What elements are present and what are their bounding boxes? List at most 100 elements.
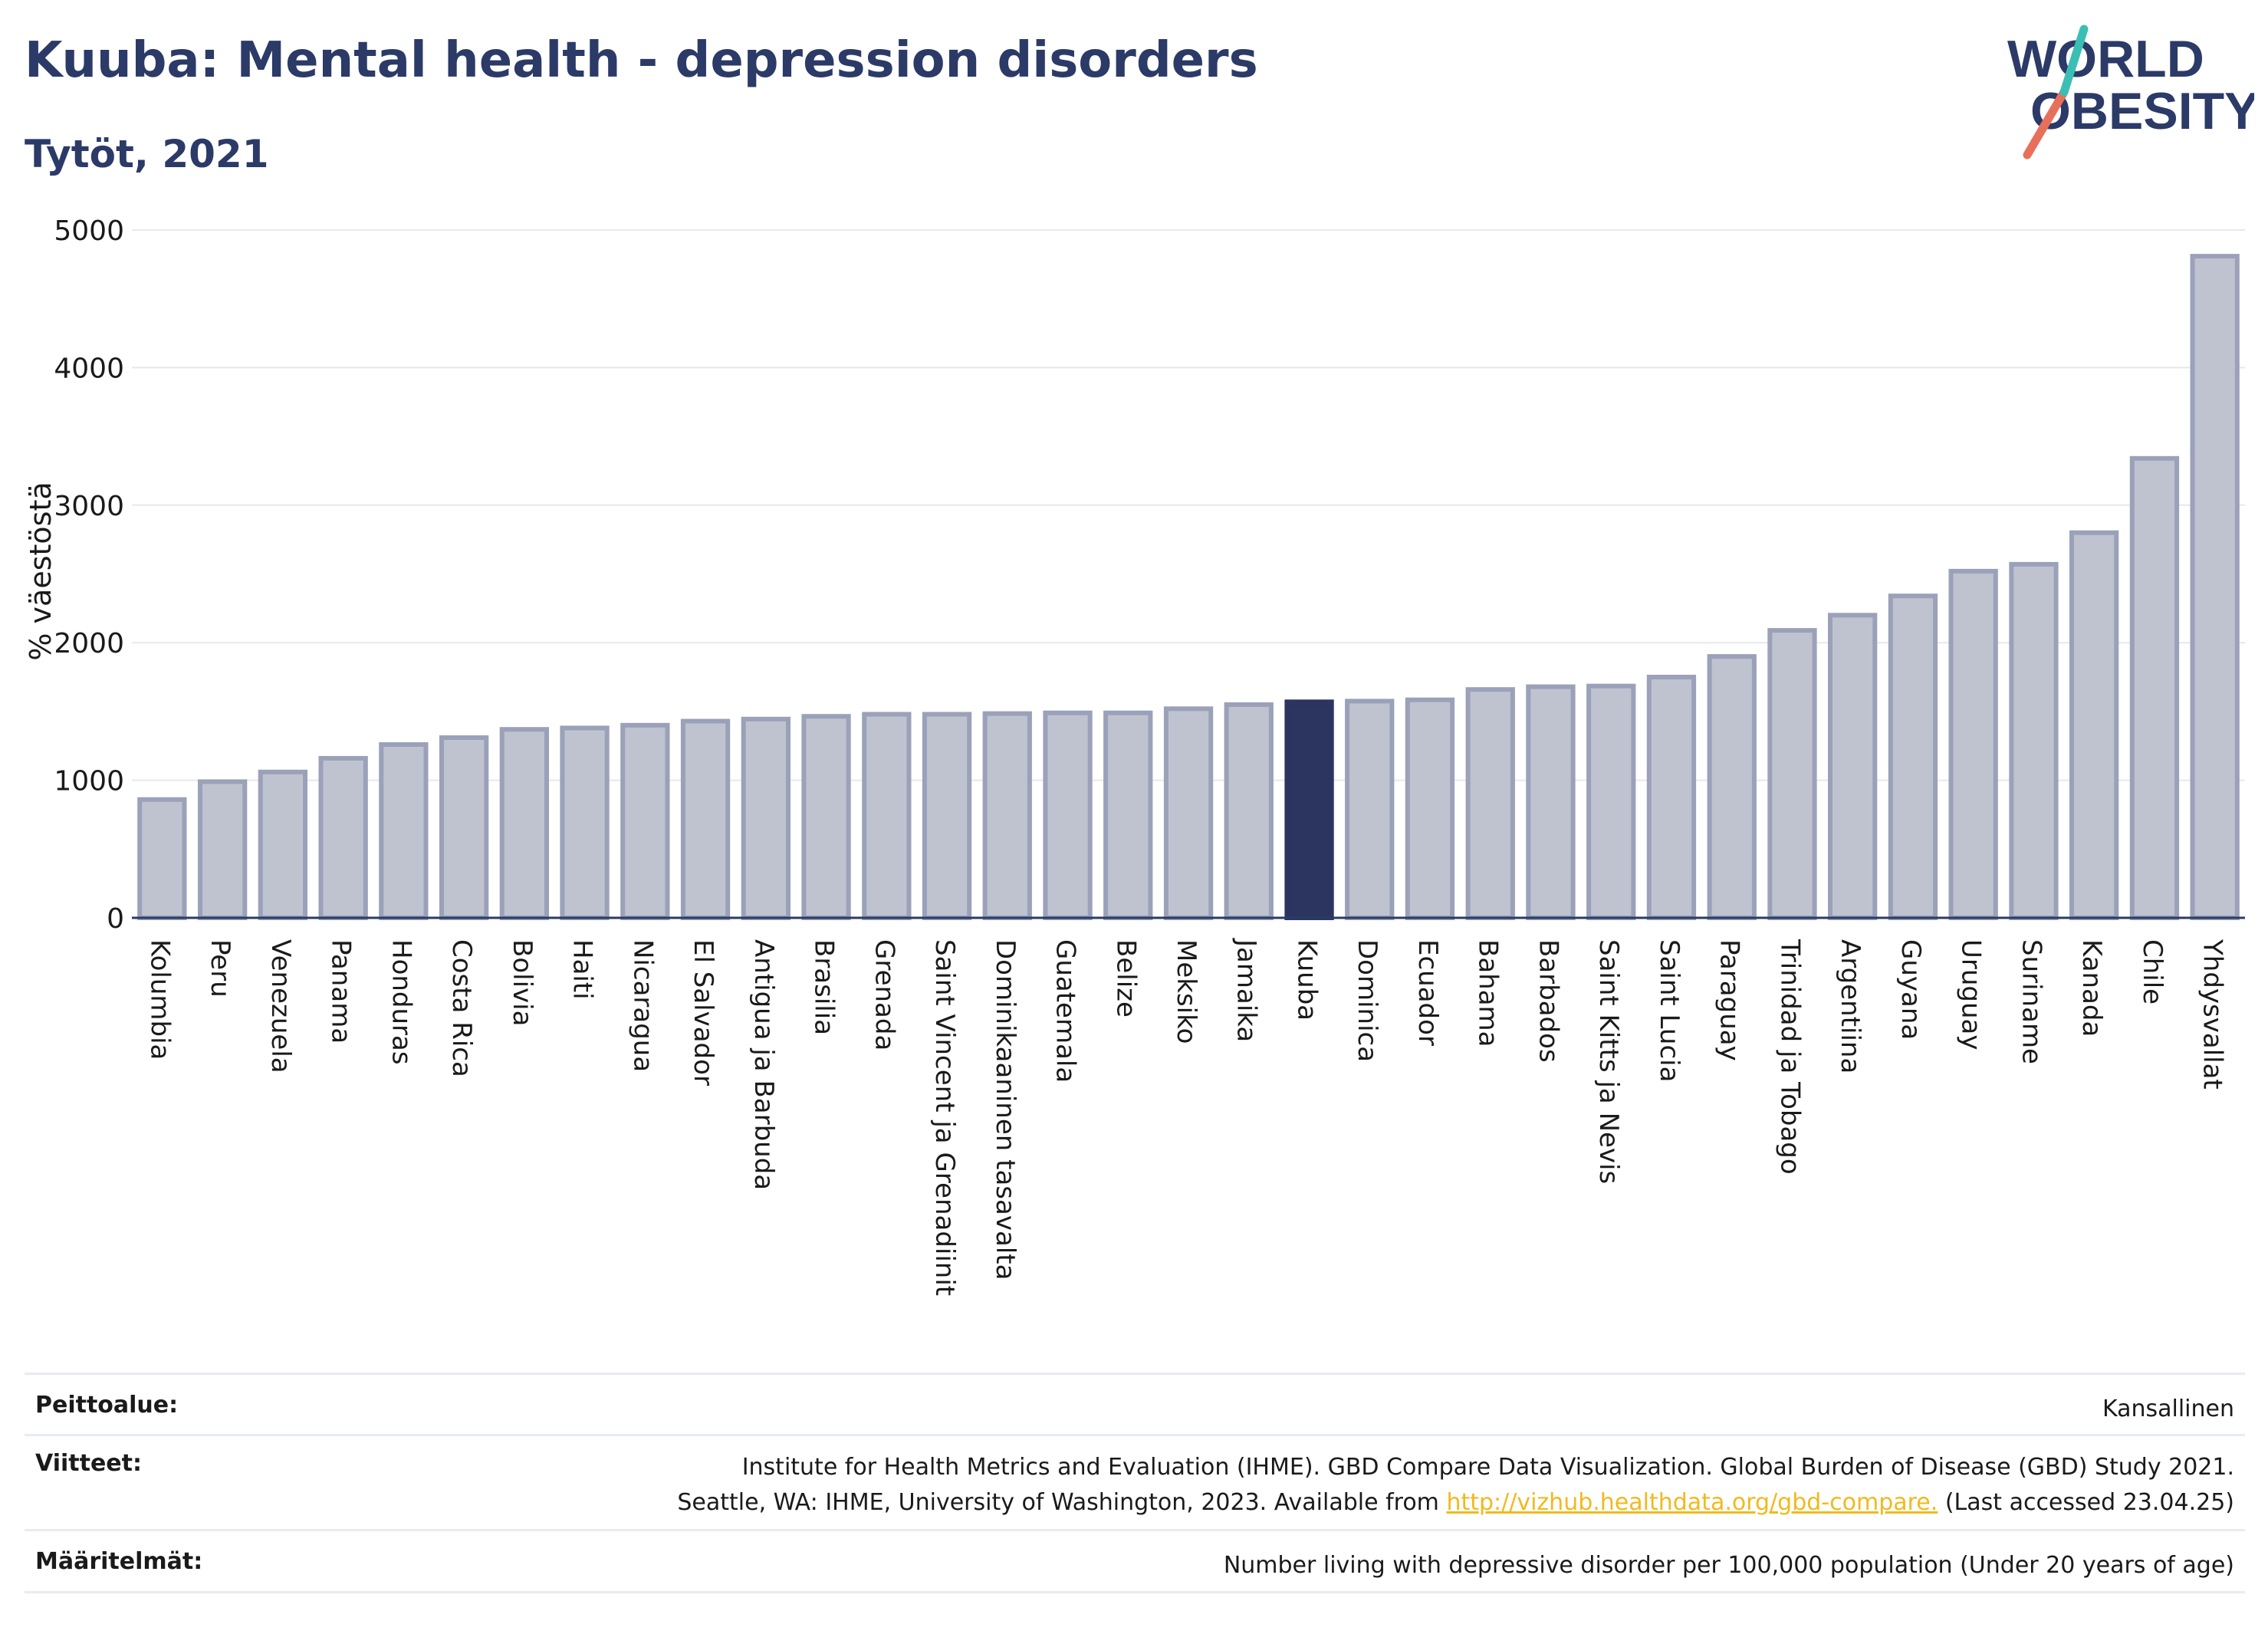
definitions-label: Määritelmät: bbox=[35, 1548, 203, 1575]
x-tick-label: Ecuador bbox=[1412, 939, 1443, 1046]
bar-chart: 0 1000 2000 3000 4000 5000 Kolumbia Peru Venezu… bbox=[24, 215, 2245, 1296]
x-tick-label: Chile bbox=[2137, 939, 2168, 1004]
x-tick-label: Antigua ja Barbuda bbox=[748, 939, 779, 1190]
coverage-value: Kansallinen bbox=[2102, 1396, 2234, 1422]
x-tick-label: Brasilia bbox=[809, 939, 840, 1035]
y-tick-label: 0 bbox=[107, 903, 124, 935]
bar-saint-kitts-ja-nevis bbox=[1586, 683, 1636, 920]
footer-row-definitions: Määritelmät: Number living with depressi… bbox=[25, 1529, 2245, 1593]
x-tick-label: Bahama bbox=[1473, 939, 1504, 1047]
x-tick-label: Dominikaaninen tasavalta bbox=[990, 939, 1021, 1280]
x-tick-label: Haiti bbox=[567, 939, 598, 1000]
x-tick-label: Belize bbox=[1110, 939, 1141, 1018]
bar-saint-vincent-ja-grenadiinit bbox=[922, 712, 972, 920]
y-tick-label: 5000 bbox=[54, 215, 124, 247]
x-tick-label: Guyana bbox=[1895, 939, 1926, 1040]
definitions-value: Number living with depressive disorder p… bbox=[1223, 1552, 2234, 1579]
bar-argentiina bbox=[1828, 613, 1878, 920]
x-tick-label: Kanada bbox=[2076, 939, 2107, 1037]
references-line2-pre: Seattle, WA: IHME, University of Washing… bbox=[677, 1489, 1447, 1516]
x-tick-label: Jamaika bbox=[1231, 938, 1262, 1042]
x-tick-label: Uruguay bbox=[1956, 939, 1987, 1050]
references-value: Institute for Health Metrics and Evaluat… bbox=[677, 1450, 2245, 1521]
bar-saint-lucia bbox=[1646, 675, 1697, 920]
x-tick-label: Dominica bbox=[1352, 939, 1382, 1062]
bar-el-salvador bbox=[680, 718, 731, 920]
y-tick-label: 3000 bbox=[54, 491, 124, 522]
bar-kanada bbox=[2069, 530, 2119, 920]
bar-ecuador bbox=[1405, 697, 1455, 920]
x-tick-label: Saint Vincent ja Grenadiinit bbox=[929, 939, 960, 1296]
x-tick-label: Barbados bbox=[1533, 939, 1564, 1063]
footer-row-coverage: Peittoalue: Kansallinen bbox=[25, 1373, 2245, 1434]
logo-slash-red bbox=[2023, 87, 2069, 159]
x-tick-label: Panama bbox=[326, 939, 357, 1044]
bar-uruguay bbox=[1948, 568, 1998, 921]
x-tick-label: Grenada bbox=[869, 939, 899, 1050]
y-tick-label: 2000 bbox=[54, 628, 124, 659]
bar-dominikaaninen-tasavalta bbox=[982, 711, 1032, 920]
bar-meksiko bbox=[1163, 706, 1214, 920]
x-tick-label: Honduras bbox=[386, 939, 416, 1065]
x-tick-label: Argentiina bbox=[1835, 939, 1865, 1073]
references-line1: Institute for Health Metrics and Evaluat… bbox=[741, 1454, 2234, 1481]
x-label-layer: Kolumbia Peru Venezuela Panama Honduras Costa… bbox=[144, 938, 2227, 1296]
chart-subtitle: Tytöt, 2021 bbox=[25, 132, 269, 176]
x-tick-label: El Salvador bbox=[688, 939, 718, 1086]
bar-bolivia bbox=[499, 727, 550, 921]
x-tick-label: Costa Rica bbox=[446, 939, 477, 1077]
bar-guatemala bbox=[1043, 710, 1093, 920]
x-tick-label: Guatemala bbox=[1050, 939, 1081, 1083]
bar-paraguay bbox=[1707, 654, 1757, 920]
coverage-label: Peittoalue: bbox=[35, 1392, 179, 1419]
logo-slash-teal bbox=[2059, 25, 2089, 97]
bar-yhdysvallat bbox=[2190, 254, 2240, 921]
x-tick-label: Kuuba bbox=[1292, 939, 1323, 1021]
bar-bahama bbox=[1465, 687, 1515, 920]
bar-trinidad-ja-tobago bbox=[1767, 628, 1817, 920]
bar-layer bbox=[132, 254, 2245, 921]
footer-table: Peittoalue: Kansallinen Viitteet: Instit… bbox=[25, 1373, 2245, 1593]
x-tick-label: Peru bbox=[205, 939, 235, 998]
x-tick-label: Kolumbia bbox=[144, 939, 175, 1060]
y-axis-label: % väestöstä bbox=[24, 482, 58, 660]
chart-title: Kuuba: Mental health - depression disord… bbox=[25, 32, 1258, 89]
bar-panama bbox=[318, 755, 368, 921]
bar-kuuba bbox=[1284, 699, 1334, 920]
logo-line1: WORLD bbox=[2007, 30, 2204, 88]
bar-grenada bbox=[862, 712, 912, 920]
bar-haiti bbox=[560, 725, 610, 921]
x-tick-label: Nicaragua bbox=[627, 939, 658, 1072]
references-label: Viitteet: bbox=[35, 1450, 142, 1477]
bar-jamaika bbox=[1224, 702, 1274, 921]
x-tick-label: Bolivia bbox=[507, 939, 537, 1026]
bar-kolumbia bbox=[137, 797, 187, 920]
bar-honduras bbox=[379, 742, 429, 920]
bar-dominica bbox=[1345, 699, 1395, 921]
x-tick-label: Trinidad ja Tobago bbox=[1774, 939, 1805, 1175]
bar-brasilia bbox=[801, 714, 851, 920]
x-tick-label: Venezuela bbox=[265, 939, 296, 1073]
bar-guyana bbox=[1888, 593, 1938, 920]
bar-venezuela bbox=[258, 769, 308, 920]
x-tick-label: Paraguay bbox=[1714, 939, 1745, 1061]
bar-nicaragua bbox=[620, 722, 670, 920]
x-tick-label: Saint Kitts ja Nevis bbox=[1593, 939, 1624, 1184]
x-tick-label: Saint Lucia bbox=[1654, 939, 1685, 1082]
bar-belize bbox=[1103, 710, 1153, 920]
bar-barbados bbox=[1526, 684, 1576, 920]
footer-row-references: Viitteet: Institute for Health Metrics a… bbox=[25, 1434, 2245, 1529]
x-tick-label: Suriname bbox=[2016, 939, 2046, 1064]
references-line2-post: (Last accessed 23.04.25) bbox=[1938, 1489, 2234, 1516]
bar-suriname bbox=[2009, 561, 2059, 921]
y-tick-layer: 0 1000 2000 3000 4000 5000 bbox=[54, 215, 124, 935]
bar-antigua-ja-barbuda bbox=[741, 716, 791, 920]
bar-peru bbox=[198, 779, 248, 921]
world-obesity-logo: WORLD OBESITY bbox=[2007, 25, 2254, 159]
bar-chile bbox=[2129, 455, 2180, 920]
x-tick-label: Meksiko bbox=[1171, 939, 1201, 1044]
x-tick-label: Yhdysvallat bbox=[2197, 939, 2228, 1090]
bar-costa-rica bbox=[439, 735, 489, 920]
y-tick-label: 1000 bbox=[54, 766, 124, 797]
references-link[interactable]: http://vizhub.healthdata.org/gbd-compare… bbox=[1446, 1489, 1938, 1516]
